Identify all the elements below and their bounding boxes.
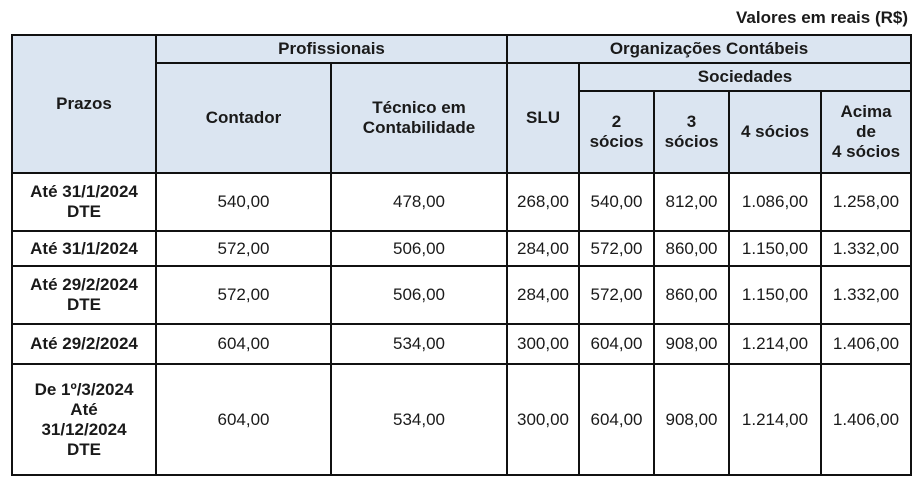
value-cell: 1.214,00 [728,323,823,365]
header-4-socios: 4 sócios [728,90,823,174]
currency-note: Valores em reais (R$) [736,8,908,27]
prazo-cell: Até 31/1/2024 [11,230,157,267]
value-cell: 604,00 [155,363,332,476]
value-cell: 604,00 [578,363,656,476]
value-cell: 506,00 [329,265,509,325]
value-cell: 812,00 [653,172,731,232]
table-row: Até 29/2/2024 604,00 534,00 300,00 604,00 908… [11,323,913,365]
header-contador: Contador [155,62,332,174]
fee-table: Prazos Profissionais Organizações Contáb… [11,34,913,476]
value-cell: 300,00 [506,323,581,365]
value-cell: 1.150,00 [728,265,823,325]
value-cell: 506,00 [329,230,509,267]
value-cell: 284,00 [506,265,581,325]
table-row: De 1º/3/2024 Até 31/12/2024 DTE 604,00 534,00… [11,363,913,476]
header-acima-4-socios: Acima de 4 sócios [820,90,913,174]
value-cell: 300,00 [506,363,581,476]
value-cell: 908,00 [653,363,731,476]
header-3-socios: 3 sócios [653,90,731,174]
value-cell: 1.086,00 [728,172,823,232]
table-row: Até 29/2/2024 DTE 572,00 506,00 284,00 572,00… [11,265,913,325]
header-organizacoes: Organizações Contábeis [506,34,913,64]
value-cell: 572,00 [155,230,332,267]
value-cell: 540,00 [155,172,332,232]
value-cell: 1.332,00 [820,230,913,267]
prazo-cell: Até 29/2/2024 DTE [11,265,157,325]
value-cell: 572,00 [155,265,332,325]
value-cell: 572,00 [578,265,656,325]
value-cell: 604,00 [578,323,656,365]
prazo-cell: Até 29/2/2024 [11,323,157,365]
value-cell: 1.332,00 [820,265,913,325]
header-sociedades: Sociedades [578,62,913,92]
header-profissionais: Profissionais [154,34,509,64]
value-cell: 1.150,00 [728,230,823,267]
prazo-cell: Até 31/1/2024 DTE [11,172,157,232]
value-cell: 860,00 [653,230,731,267]
value-cell: 860,00 [653,265,731,325]
table-row: Até 31/1/2024 DTE 540,00 478,00 268,00 540,00… [11,172,913,232]
value-cell: 1.406,00 [820,363,913,476]
value-cell: 268,00 [506,172,581,232]
value-cell: 604,00 [155,323,332,365]
value-cell: 1.258,00 [820,172,913,232]
value-cell: 908,00 [653,323,731,365]
prazo-cell: De 1º/3/2024 Até 31/12/2024 DTE [11,363,157,476]
value-cell: 1.406,00 [820,323,913,365]
header-prazos: Prazos [11,34,157,174]
header-tecnico: Técnico em Contabilidade [329,62,509,174]
value-cell: 572,00 [578,230,656,267]
value-cell: 540,00 [578,172,656,232]
header-2-socios: 2 sócios [578,90,656,174]
value-cell: 534,00 [329,363,509,476]
value-cell: 1.214,00 [728,363,823,476]
value-cell: 284,00 [506,230,581,267]
value-cell: 534,00 [329,323,509,365]
table-row: Até 31/1/2024 572,00 506,00 284,00 572,00 860… [11,230,913,267]
header-slu: SLU [506,62,581,174]
value-cell: 478,00 [329,172,509,232]
